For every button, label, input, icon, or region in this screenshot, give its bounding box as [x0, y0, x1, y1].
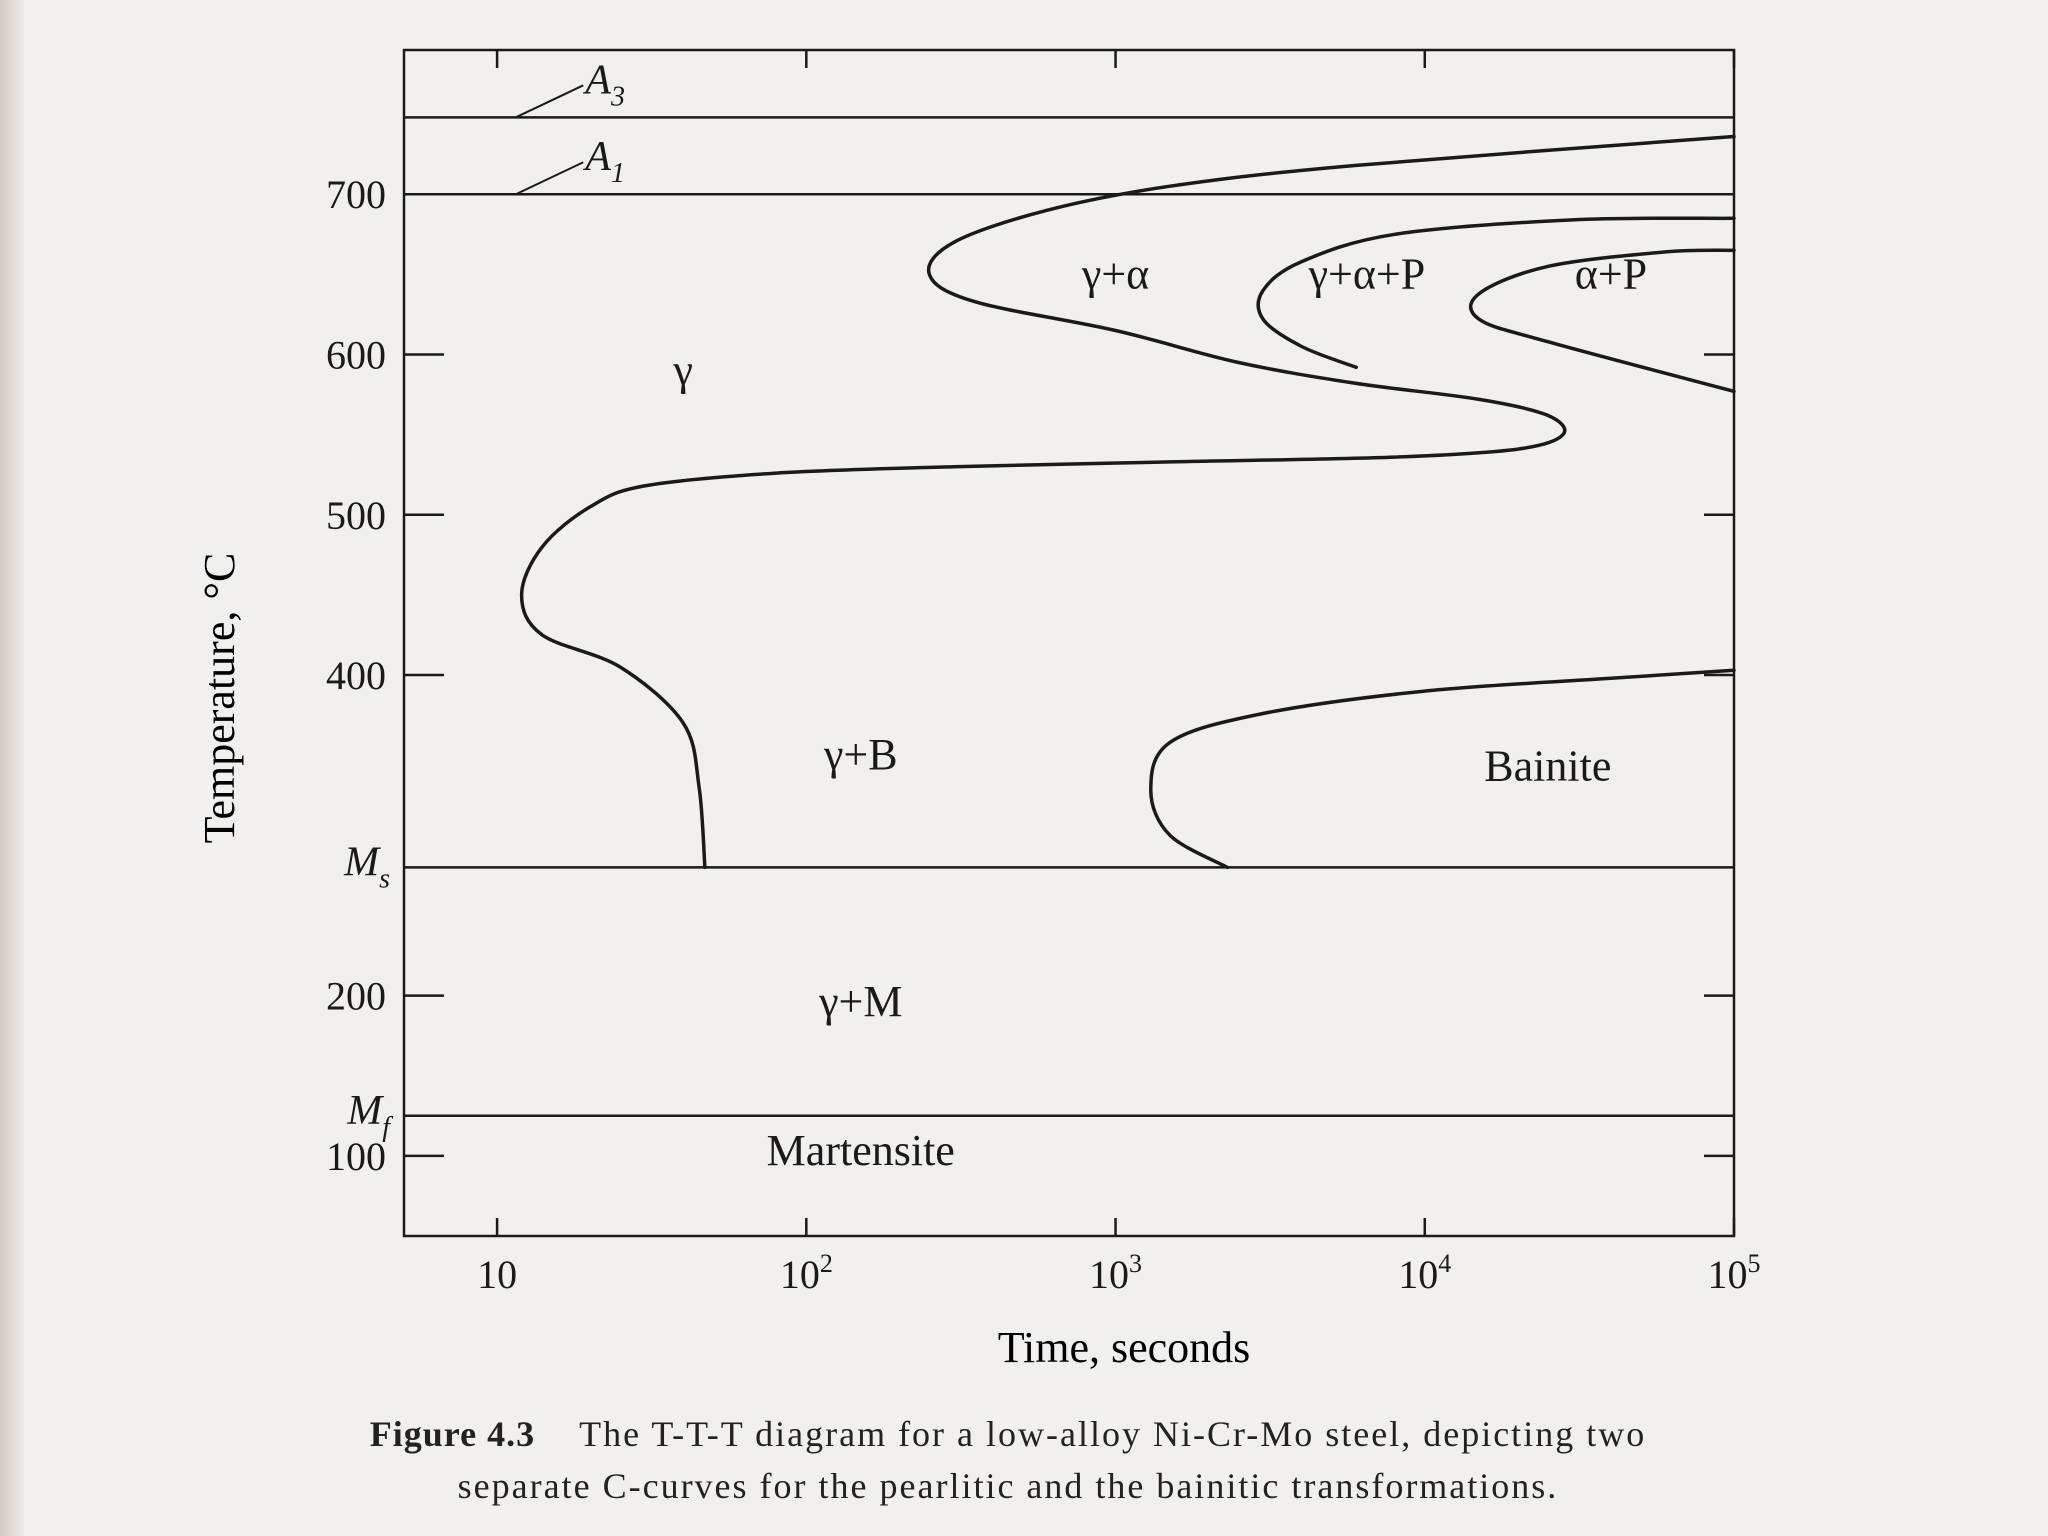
y-axis-title: Temperature, °C — [195, 553, 244, 844]
x-axis-ticks: 10 102 103 104 105 — [477, 50, 1761, 1297]
x-tick-label: 102 — [780, 1249, 833, 1297]
caption-line-1: The T-T-T diagram for a low-alloy Ni-Cr-… — [579, 1414, 1647, 1454]
y-tick-label: 600 — [326, 333, 386, 378]
figure-caption: Figure 4.3 The T-T-T diagram for a low-al… — [58, 1408, 1958, 1512]
transformation-curve — [1256, 216, 1736, 370]
reference-line-leader — [515, 161, 584, 196]
reference-line-leader — [515, 84, 584, 119]
y-axis-ticks: 100 200 400 500 600 700 — [326, 172, 1734, 1179]
x-tick-label: 103 — [1089, 1249, 1142, 1297]
transformation-curve — [519, 134, 1736, 870]
transformation-curves — [519, 134, 1736, 870]
region-label: γ+α+P — [1308, 249, 1426, 298]
y-tick-label: 100 — [326, 1134, 386, 1179]
plot-border — [402, 48, 1736, 1238]
reference-line-label: Ms — [343, 839, 390, 894]
reference-line-label: A3 — [582, 57, 625, 112]
ttt-chart: 10 102 103 104 105 100 200 400 500 600 700 A3 A1 Ms… — [195, 48, 1761, 1372]
region-label: Martensite — [767, 1126, 955, 1175]
x-tick-label: 105 — [1708, 1249, 1761, 1297]
region-label: γ+B — [823, 730, 898, 779]
transformation-curve — [1468, 248, 1736, 394]
y-tick-label: 200 — [326, 974, 386, 1019]
x-axis-title: Time, seconds — [998, 1323, 1251, 1372]
y-tick-label: 700 — [326, 172, 386, 217]
figure-label: Figure 4.3 — [369, 1414, 536, 1454]
region-label: Bainite — [1484, 741, 1611, 790]
region-label: γ+M — [818, 977, 902, 1026]
page-binding-shadow — [0, 0, 24, 1536]
phase-region-labels: γ γ+α γ+α+P α+P γ+B Bainite γ+M Martensite — [673, 249, 1648, 1175]
transformation-curve — [1149, 668, 1736, 870]
region-label: γ — [673, 346, 693, 395]
reference-line-label: Mf — [346, 1088, 393, 1143]
x-tick-label: 10 — [477, 1252, 517, 1297]
plot-frame — [402, 48, 1736, 1238]
y-tick-label: 500 — [326, 493, 386, 538]
y-tick-label: 400 — [326, 653, 386, 698]
region-label: α+P — [1575, 249, 1647, 298]
region-label: γ+α — [1081, 249, 1149, 298]
reference-line-label: A1 — [582, 134, 625, 189]
caption-line-2: separate C-curves for the pearlitic and … — [457, 1466, 1559, 1506]
reference-lines: A3 A1 Ms Mf — [343, 57, 1734, 1143]
x-tick-label: 104 — [1398, 1249, 1451, 1297]
